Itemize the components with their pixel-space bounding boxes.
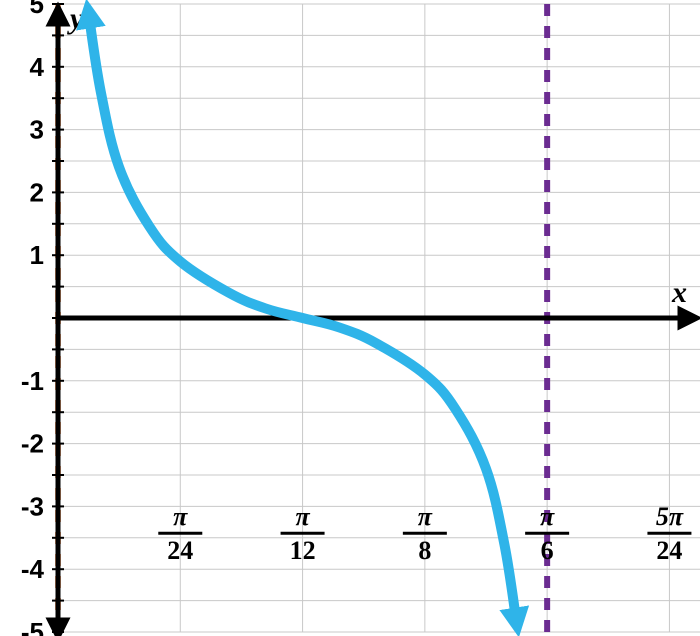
x-tick-den: 8 — [418, 536, 431, 565]
x-tick-num: π — [418, 502, 433, 531]
x-tick-num: π — [173, 502, 188, 531]
x-tick-den: 24 — [167, 536, 193, 565]
chart-container: 5 4 3 2 1 -1 -2 -3 -4 -5 π 24 π 12 π 8 π 6 5π 24 y x — [0, 0, 700, 636]
y-tick-label: 4 — [30, 52, 45, 82]
x-tick-num: π — [295, 502, 310, 531]
x-tick-den: 24 — [656, 536, 682, 565]
x-tick-num: π — [540, 502, 555, 531]
x-axis-label: x — [671, 276, 687, 309]
y-tick-label: -1 — [21, 366, 44, 396]
y-tick-label: -3 — [21, 491, 44, 521]
y-tick-label: -2 — [21, 429, 44, 459]
y-axis-label: y — [67, 2, 84, 35]
y-tick-label: -4 — [21, 554, 45, 584]
x-tick-num: 5π — [656, 502, 684, 531]
x-tick-den: 6 — [541, 536, 554, 565]
y-tick-label: 1 — [30, 240, 44, 270]
y-tick-label: 3 — [30, 115, 44, 145]
y-tick-label: 2 — [30, 177, 44, 207]
x-tick-den: 12 — [290, 536, 316, 565]
function-plot: 5 4 3 2 1 -1 -2 -3 -4 -5 π 24 π 12 π 8 π 6 5π 24 y x — [0, 0, 700, 636]
y-tick-label: -5 — [21, 617, 44, 636]
y-tick-label: 5 — [30, 0, 44, 19]
